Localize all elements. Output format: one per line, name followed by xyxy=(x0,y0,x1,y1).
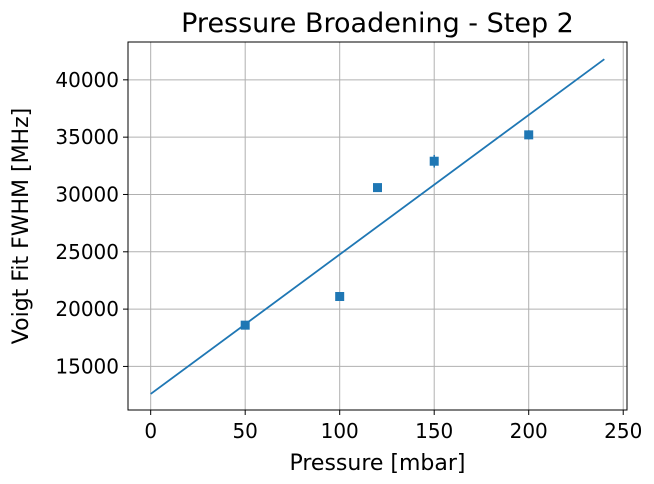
data-point xyxy=(335,292,345,302)
y-tick-label: 40000 xyxy=(55,68,119,92)
chart-title: Pressure Broadening - Step 2 xyxy=(181,8,574,39)
plot-series xyxy=(150,58,605,395)
axis-ticks: 0 50 100 150 200 250 15000 20000 25000 30000 35000… xyxy=(55,68,642,443)
x-tick-label: 50 xyxy=(232,419,257,443)
x-tick-label: 200 xyxy=(510,419,548,443)
fit-line xyxy=(150,58,605,395)
data-point xyxy=(524,130,534,140)
y-tick-label: 25000 xyxy=(55,240,119,264)
y-axis-label: Voigt Fit FWHM [MHz] xyxy=(9,108,34,344)
plot-area-frame xyxy=(127,41,628,411)
y-tick-label: 15000 xyxy=(55,354,119,378)
x-tick-label: 150 xyxy=(415,419,453,443)
grid xyxy=(128,42,627,410)
x-tick-label: 250 xyxy=(604,419,642,443)
y-tick-label: 20000 xyxy=(55,297,119,321)
x-tick-label: 0 xyxy=(144,419,157,443)
x-axis-label: Pressure [mbar] xyxy=(289,451,465,476)
y-tick-label: 35000 xyxy=(55,125,119,149)
data-point xyxy=(429,156,439,166)
data-point xyxy=(373,183,382,193)
y-tick-label: 30000 xyxy=(55,182,119,206)
x-tick-label: 100 xyxy=(321,419,359,443)
